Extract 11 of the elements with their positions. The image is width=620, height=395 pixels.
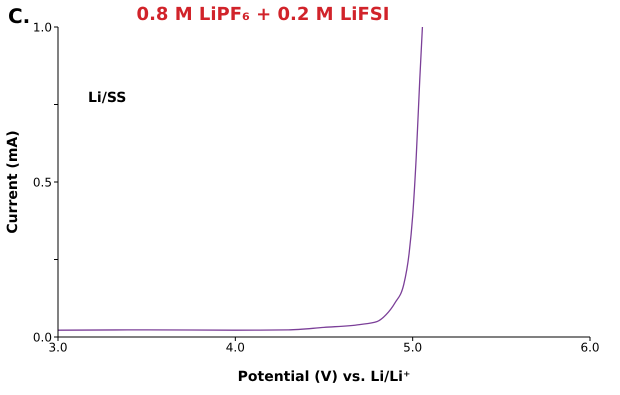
chart-title: 0.8 M LiPF₆ + 0.2 M LiFSI (136, 4, 390, 25)
annotation: Li/SS (88, 90, 126, 106)
x-axis-title: Potential (V) vs. Li/Li⁺ (238, 369, 410, 385)
x-tick-label: 6.0 (580, 340, 600, 355)
y-tick-label: 0.5 (32, 175, 52, 190)
x-tick-label: 5.0 (403, 340, 422, 355)
y-tick-label: 1.0 (32, 20, 52, 34)
x-tick-label: 4.0 (226, 340, 245, 355)
text: C. (8, 4, 30, 28)
line-series (58, 27, 424, 331)
y-axis-title: Current (mA) (4, 130, 21, 234)
